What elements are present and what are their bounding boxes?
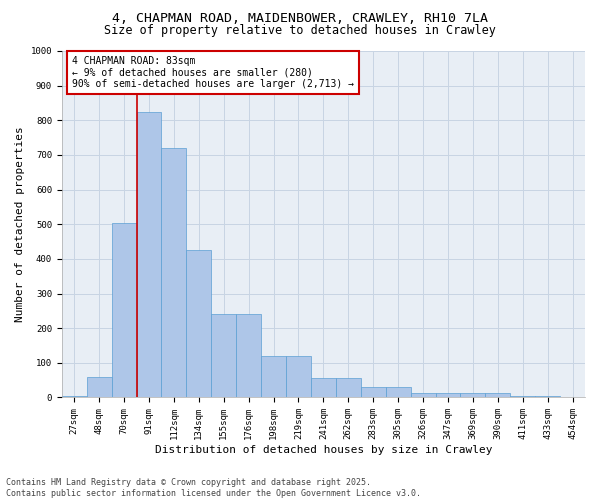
Bar [161,148,187,398]
Bar [460,394,485,398]
Bar [187,250,211,398]
Bar [361,387,386,398]
Bar [236,314,261,398]
Bar [410,394,436,398]
Text: Contains HM Land Registry data © Crown copyright and database right 2025.
Contai: Contains HM Land Registry data © Crown c… [6,478,421,498]
Bar [436,394,460,398]
Bar [485,394,510,398]
Bar [211,314,236,398]
Bar [386,387,410,398]
Y-axis label: Number of detached properties: Number of detached properties [15,126,25,322]
X-axis label: Distribution of detached houses by size in Crawley: Distribution of detached houses by size … [155,445,492,455]
Bar [137,112,161,398]
Bar [336,378,361,398]
Text: 4 CHAPMAN ROAD: 83sqm
← 9% of detached houses are smaller (280)
90% of semi-deta: 4 CHAPMAN ROAD: 83sqm ← 9% of detached h… [72,56,354,90]
Bar [86,376,112,398]
Bar [62,396,86,398]
Bar [535,396,560,398]
Text: Size of property relative to detached houses in Crawley: Size of property relative to detached ho… [104,24,496,37]
Bar [112,222,137,398]
Bar [286,356,311,398]
Bar [311,378,336,398]
Text: 4, CHAPMAN ROAD, MAIDENBOWER, CRAWLEY, RH10 7LA: 4, CHAPMAN ROAD, MAIDENBOWER, CRAWLEY, R… [112,12,488,26]
Bar [510,396,535,398]
Bar [261,356,286,398]
